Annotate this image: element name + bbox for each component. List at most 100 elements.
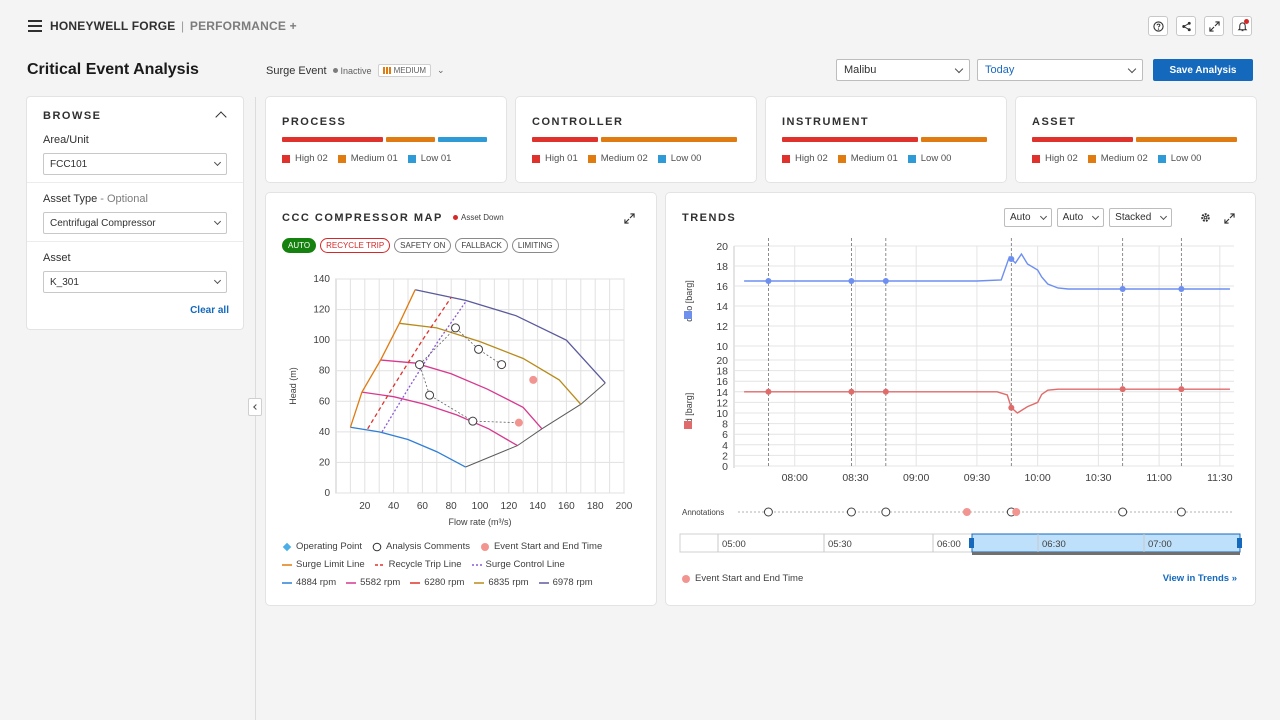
compressor-map-chart[interactable]: 20 40 60 80 100 120 140 160 180 200 0 20 40 60 80 100 12… xyxy=(266,263,656,533)
y-scale-select-1[interactable]: Auto xyxy=(1004,208,1052,227)
legend-medium: Medium 02 xyxy=(587,153,648,164)
y-tick-label: 8 xyxy=(722,419,728,431)
notification-icon[interactable] xyxy=(1232,16,1252,36)
chip-fallback[interactable]: FALLBACK xyxy=(455,238,508,253)
chevron-down-icon[interactable]: ⌄ xyxy=(437,65,445,75)
summary-card-asset[interactable]: ASSET High 02 Medium 02 Low 00 xyxy=(1016,97,1256,182)
legend-high-label: High 01 xyxy=(545,153,578,164)
view-in-trends-link[interactable]: View in Trends » xyxy=(1163,573,1237,584)
y-scale-select-2[interactable]: Auto xyxy=(1056,208,1105,227)
legend-swatch-medium xyxy=(337,154,346,163)
top-bar: HONEYWELL FORGE | PERFORMANCE + xyxy=(0,0,1280,52)
expand-icon[interactable] xyxy=(624,213,635,224)
summary-card-controller[interactable]: CONTROLLER High 01 Medium 02 Low 00 xyxy=(516,97,756,182)
y-tick-label: 18 xyxy=(716,261,728,273)
area-select[interactable]: FCC101 xyxy=(43,153,227,175)
y-tick-label: 0 xyxy=(324,488,330,499)
chevron-down-icon xyxy=(1039,212,1047,220)
event-point xyxy=(514,418,523,427)
trends-title: TRENDS xyxy=(682,212,737,224)
y-tick-label: 120 xyxy=(313,305,330,316)
status-text: Inactive xyxy=(340,65,372,76)
asset-type-label-text: Asset Type xyxy=(43,193,98,205)
area-label: Area/Unit xyxy=(43,134,89,146)
x-tick-label: 160 xyxy=(558,501,575,512)
legend-rpm-swatch xyxy=(538,581,549,584)
asset-down-dot xyxy=(453,215,458,220)
severity-bar xyxy=(282,137,490,142)
chevron-up-icon[interactable] xyxy=(215,111,227,123)
legend-rpm-label: 6978 rpm xyxy=(552,577,593,588)
legend-swatch-medium xyxy=(837,154,846,163)
x-tick-label: 180 xyxy=(587,501,604,512)
layout-select[interactable]: Stacked xyxy=(1109,208,1173,227)
site-select[interactable]: Malibu xyxy=(836,59,970,81)
y-scale-2-value: Auto xyxy=(1062,212,1084,223)
timeline-tick-label: 06:00 xyxy=(937,539,961,550)
browse-panel: BROWSE Area/Unit FCC101 Asset Type - Opt… xyxy=(27,97,243,329)
compressor-map-card: CCC COMPRESSOR MAP Asset Down AUTO RECYC… xyxy=(266,193,656,605)
area-value: FCC101 xyxy=(50,158,88,170)
legend-rpm-1: 5582 rpm xyxy=(346,577,400,588)
asset-type-value: Centrifugal Compressor xyxy=(50,217,156,229)
summary-card-process[interactable]: PROCESS High 02 Medium 01 Low 01 xyxy=(266,97,506,182)
collapse-sidebar-button[interactable] xyxy=(248,398,262,416)
pd-marker xyxy=(1119,386,1126,393)
pd-marker xyxy=(1178,386,1185,393)
gear-icon[interactable] xyxy=(1200,212,1211,223)
y-tick-label: 2 xyxy=(722,450,728,462)
timeline-handle-left xyxy=(969,538,974,548)
asset-select[interactable]: K_301 xyxy=(43,271,227,293)
legend-low: Low 00 xyxy=(907,153,951,164)
asset-type-select[interactable]: Centrifugal Compressor xyxy=(43,212,227,234)
chip-safety-on[interactable]: SAFETY ON xyxy=(394,238,452,253)
x-tick-label: 60 xyxy=(417,501,429,512)
legend-swatch-low xyxy=(907,154,916,163)
menu-icon[interactable] xyxy=(28,20,42,32)
page-title: Critical Event Analysis xyxy=(27,61,199,78)
timeline-handle-right xyxy=(1237,538,1242,548)
y-tick-label: 6 xyxy=(722,429,728,441)
share-icon[interactable] xyxy=(1176,16,1196,36)
annotation-event-point xyxy=(1012,508,1021,516)
dpo-marker xyxy=(1119,286,1126,292)
fullscreen-icon[interactable] xyxy=(1204,16,1224,36)
severity-bar-medium xyxy=(1136,137,1237,142)
date-range-select[interactable]: Today xyxy=(977,59,1143,81)
legend-rpm-2: 6280 rpm xyxy=(410,577,464,588)
pd-axis-label: Pd [barg] xyxy=(684,393,694,430)
clear-all-link[interactable]: Clear all xyxy=(190,305,229,316)
legend-event-time: Event Start and End Time xyxy=(480,541,602,552)
severity-bar-high xyxy=(532,137,599,142)
trend-controls: Auto Auto Stacked xyxy=(1004,208,1173,227)
event-selector[interactable]: Surge Event Inactive MEDIUM ⌄ xyxy=(266,64,445,77)
legend-recycle-trip-label: Recycle Trip Line xyxy=(388,559,462,570)
chip-limiting[interactable]: LIMITING xyxy=(511,238,559,253)
y-tick-label: 12 xyxy=(716,397,728,409)
legend-high: High 02 xyxy=(782,153,828,164)
legend-rpm-swatch xyxy=(282,581,292,584)
severity-legend: High 02 Medium 01 Low 01 xyxy=(282,153,451,164)
save-analysis-button[interactable]: Save Analysis xyxy=(1153,59,1253,81)
chip-auto[interactable]: AUTO xyxy=(282,238,317,253)
chip-recycle-trip[interactable]: RECYCLE TRIP xyxy=(320,238,391,253)
asset-label: Asset xyxy=(43,252,71,264)
summary-card-title: INSTRUMENT xyxy=(782,116,870,128)
timeline-tick-label: 06:30 xyxy=(1042,539,1066,550)
expand-icon[interactable] xyxy=(1224,213,1235,224)
summary-card-title: PROCESS xyxy=(282,116,347,128)
layout-value: Stacked xyxy=(1115,212,1152,223)
analysis-comment-marker xyxy=(415,360,425,370)
series-recycle-trip-line xyxy=(367,296,452,430)
divider xyxy=(27,182,243,183)
annotation-comment-icon xyxy=(881,507,891,517)
event-legend: Event Start and End Time xyxy=(682,573,803,584)
help-icon[interactable] xyxy=(1148,16,1168,36)
analysis-comment-marker xyxy=(468,416,478,426)
dpo-marker xyxy=(765,278,772,284)
legend-swatch-low xyxy=(657,154,666,163)
dpo-axis-label: dPo [barg] xyxy=(684,280,694,322)
summary-card-instrument[interactable]: INSTRUMENT High 02 Medium 01 Low 00 xyxy=(766,97,1006,182)
severity-bar-medium xyxy=(386,137,435,142)
